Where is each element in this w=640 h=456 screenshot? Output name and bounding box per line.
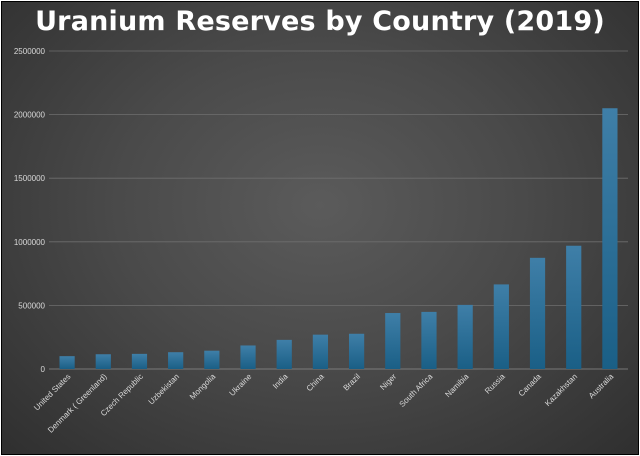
x-tick-label: Ukraine	[228, 372, 254, 398]
y-tick-label: 0	[41, 365, 46, 374]
bar-canada	[529, 257, 546, 369]
y-tick-label: 500000	[18, 301, 45, 310]
bar-denmark-greenland	[95, 354, 111, 369]
bars	[59, 108, 618, 370]
y-tick-label: 2000000	[14, 111, 46, 120]
y-axis-ticks: 0 500000 1000000 1500000 2000000 2500000	[14, 47, 46, 374]
bar-china	[312, 334, 329, 369]
x-tick-label: Australia	[587, 372, 616, 401]
bar-kazakhstan	[566, 245, 582, 369]
x-tick-label: Mongolia	[188, 372, 218, 402]
x-tick-label: Brazil	[341, 372, 362, 393]
bar-russia	[493, 284, 509, 369]
x-tick-label: India	[271, 372, 290, 391]
x-tick-label: Niger	[378, 372, 398, 392]
y-tick-label: 1500000	[14, 174, 46, 183]
bar-uzbekistan	[168, 352, 184, 369]
x-tick-label: Namibia	[443, 372, 471, 400]
bar-niger	[385, 313, 401, 369]
bar-south-africa	[421, 311, 437, 369]
x-tick-label: South Africa	[398, 372, 435, 409]
bar-ukraine	[240, 345, 256, 369]
y-tick-label: 2500000	[14, 47, 46, 56]
bar-india	[276, 339, 292, 369]
x-tick-label: China	[305, 372, 327, 394]
x-tick-label: Denmark ( Greenland)	[46, 372, 109, 435]
bar-namibia	[457, 304, 473, 369]
bar-mongolia	[204, 350, 220, 369]
x-tick-label: Kazakhstan	[543, 372, 579, 408]
x-tick-label: Russia	[483, 372, 507, 396]
x-tick-label: United States	[32, 372, 72, 412]
bar-united-states	[59, 356, 75, 369]
x-tick-label: Canada	[517, 372, 544, 399]
bar-brazil	[348, 333, 365, 369]
bar-australia	[602, 108, 618, 370]
chart-title: Uranium Reserves by Country (2019)	[35, 6, 605, 37]
y-tick-label: 1000000	[14, 238, 46, 247]
bar-czech-republic	[131, 353, 148, 369]
x-tick-label: Uzbekistan	[147, 372, 181, 406]
